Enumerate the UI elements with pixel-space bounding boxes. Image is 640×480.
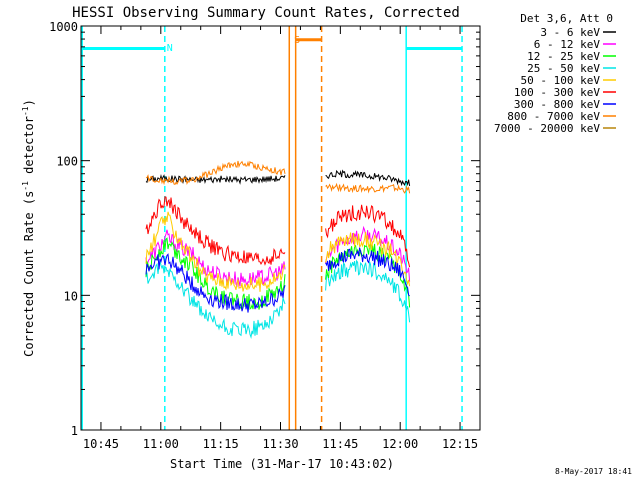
series-layer (145, 160, 411, 340)
series-line-6-0 (145, 253, 286, 313)
legend-label-8: 7000 - 20000 keV (494, 122, 600, 135)
y-axis-label-part-3: -1 (21, 106, 30, 116)
y-axis-label-part-0: Corrected Count Rate (s (22, 191, 36, 357)
axis-layer: 10:45 11:00 11:15 11:30 11:45 12:00 12:15 1 10 10… (49, 20, 481, 451)
x-tick-label-2: 11:15 (203, 437, 239, 451)
series-line-5-1 (325, 204, 411, 268)
y-axis-label: Corrected Count Rate (s-1 detector-1) (21, 99, 36, 357)
series-line-5-0 (145, 196, 286, 266)
series-line-7-0 (145, 160, 286, 186)
chart-title: HESSI Observing Summary Count Rates, Cor… (72, 5, 460, 21)
x-tick-label-5: 12:00 (382, 437, 418, 451)
series-line-3-0 (145, 260, 286, 340)
legend-label-4: 50 - 100 keV (521, 74, 601, 87)
series-line-4-0 (145, 211, 286, 292)
y-axis-label-part-2: detector (22, 116, 36, 181)
y-tick-label-3: 1000 (49, 20, 78, 34)
series-line-7-1 (325, 182, 411, 194)
flag-layer: NS (81, 26, 463, 430)
series-line-6-1 (325, 247, 410, 297)
legend-label-7: 800 - 7000 keV (507, 110, 600, 123)
footer-timestamp: 8-May-2017 18:41 (555, 467, 632, 476)
series-line-4-1 (325, 231, 411, 287)
legend-label-1: 6 - 12 keV (534, 38, 601, 51)
series-line-0-1 (325, 169, 411, 187)
x-axis-label: Start Time (31-Mar-17 10:43:02) (170, 457, 394, 471)
legend-label-0: 3 - 6 keV (540, 26, 600, 39)
series-line-2-0 (145, 237, 286, 310)
series-line-3-1 (325, 259, 411, 323)
legend-label-6: 300 - 800 keV (514, 98, 600, 111)
x-tick-label-1: 11:00 (143, 437, 179, 451)
legend-header: Det 3,6, Att 0 (520, 12, 613, 25)
legend-label-2: 12 - 25 keV (527, 50, 600, 63)
legend-label-5: 100 - 300 keV (514, 86, 600, 99)
legend-label-3: 25 - 50 keV (527, 62, 600, 75)
y-axis-label-part-4: ) (22, 99, 36, 106)
flag-annotation-1: S (294, 35, 300, 46)
x-tick-label-4: 11:45 (322, 437, 358, 451)
y-tick-label-2: 100 (56, 155, 78, 169)
y-tick-label-1: 10 (64, 289, 78, 303)
series-line-0-0 (145, 173, 286, 185)
y-axis-label-part-1: -1 (21, 181, 30, 191)
x-tick-label-3: 11:30 (262, 437, 298, 451)
x-tick-label-6: 12:15 (442, 437, 478, 451)
series-line-1-0 (145, 229, 286, 288)
x-tick-label-0: 10:45 (83, 437, 119, 451)
flag-annotation-0: N (167, 43, 173, 54)
y-tick-label-0: 1 (71, 424, 78, 438)
